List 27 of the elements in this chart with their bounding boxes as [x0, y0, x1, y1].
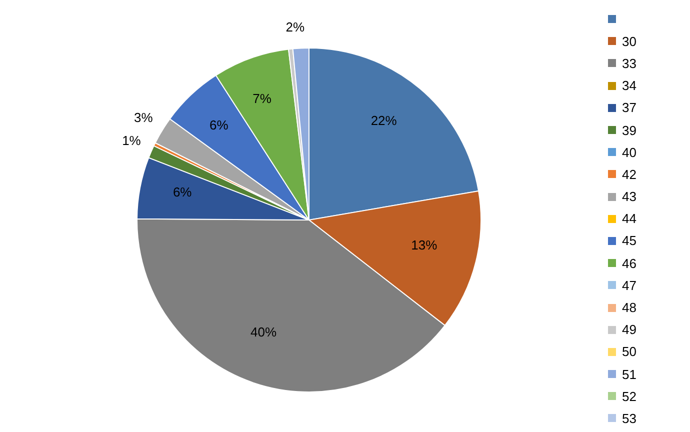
legend-label: 43: [622, 189, 636, 204]
legend-label: 37: [622, 100, 636, 116]
legend-label: 34: [622, 78, 636, 94]
legend-label: 40: [622, 144, 636, 160]
legend-label: 42: [622, 166, 636, 182]
legend-label: 53: [622, 410, 636, 426]
data-label: 3%: [134, 110, 154, 125]
data-label: 1%: [122, 132, 142, 148]
legend-label: 51: [622, 366, 636, 382]
data-label: 40%: [250, 324, 277, 340]
data-label: 22%: [370, 112, 398, 128]
legend-label: 30: [622, 34, 636, 49]
legend-label: 48: [622, 300, 636, 316]
legend-label: 50: [622, 344, 636, 360]
legend-label: 39: [622, 122, 636, 138]
data-label: 13%: [411, 238, 438, 253]
data-label: 2%: [286, 20, 305, 35]
legend-label: 44: [622, 211, 636, 226]
legend-label: 49: [622, 322, 636, 338]
data-label: 7%: [252, 90, 272, 106]
data-label: 6%: [210, 117, 229, 132]
legend-label: 33: [622, 56, 636, 71]
legend-label: 47: [622, 278, 636, 293]
legend-label: 46: [622, 256, 636, 271]
data-label: 6%: [172, 184, 192, 200]
legend-label: 52: [622, 388, 636, 404]
legend-label: 45: [622, 233, 636, 248]
